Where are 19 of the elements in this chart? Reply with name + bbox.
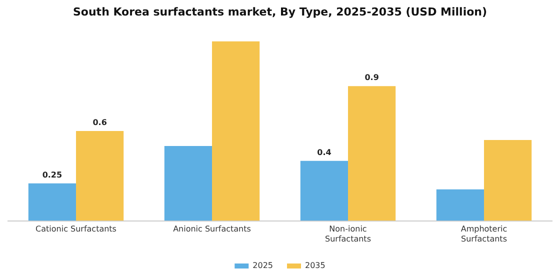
bar xyxy=(348,86,396,221)
bar xyxy=(76,131,124,221)
legend-label: 2035 xyxy=(305,261,326,270)
chart-title: South Korea surfactants market, By Type, 2025-2035 (USD Million) xyxy=(73,5,487,18)
data-label: 0.9 xyxy=(364,73,380,82)
bar xyxy=(164,146,212,221)
data-label: 0.6 xyxy=(92,118,108,128)
legend-label: 2025 xyxy=(252,261,273,270)
bar xyxy=(436,189,484,221)
x-tick-label: Non-ionic Surfactants xyxy=(325,224,371,244)
bar xyxy=(484,140,532,221)
bar xyxy=(212,41,260,221)
data-label: 0.25 xyxy=(42,170,62,180)
data-label: 0.4 xyxy=(317,148,332,158)
x-tick-label: Anionic Surfactants xyxy=(173,224,251,234)
x-tick-label: Amphoteric Surfactants xyxy=(460,224,508,244)
bar xyxy=(28,183,76,221)
x-tick-label: Cationic Surfactants xyxy=(36,224,116,234)
bar xyxy=(300,160,348,221)
